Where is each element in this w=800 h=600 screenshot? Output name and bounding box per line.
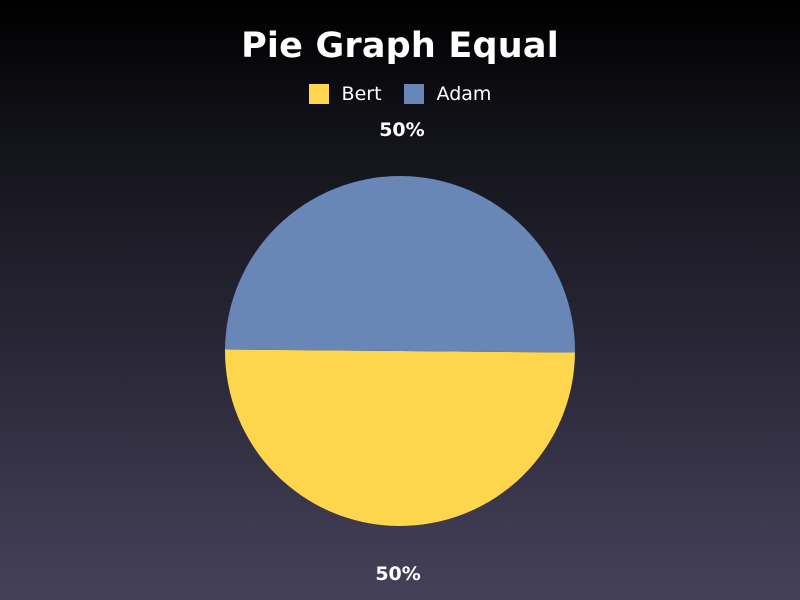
- legend: Bert Adam: [0, 83, 800, 105]
- chart-title: Pie Graph Equal: [241, 26, 559, 66]
- legend-label-adam: Adam: [436, 83, 492, 105]
- pie-slice-adam[interactable]: [225, 176, 576, 353]
- pie-slice-bert[interactable]: [225, 349, 575, 526]
- legend-swatch-bert: [308, 84, 329, 104]
- legend-label-bert: Bert: [341, 83, 382, 105]
- legend-item-adam[interactable]: Adam: [403, 83, 492, 105]
- pie-label-bert: 50%: [375, 563, 420, 585]
- pie-label-adam: 50%: [379, 119, 424, 141]
- legend-swatch-adam: [403, 84, 424, 104]
- legend-item-bert[interactable]: Bert: [308, 83, 382, 105]
